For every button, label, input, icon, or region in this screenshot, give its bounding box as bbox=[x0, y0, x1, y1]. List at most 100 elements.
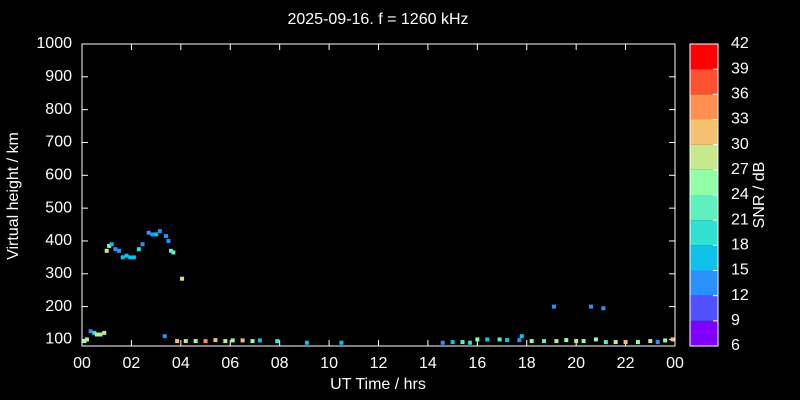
y-axis-label: Virtual height / km bbox=[5, 132, 22, 260]
data-point bbox=[593, 337, 598, 342]
x-tick-label: 06 bbox=[221, 355, 239, 372]
colorbar-segment bbox=[690, 245, 718, 271]
colorbar-segment bbox=[690, 119, 718, 145]
y-tick-label: 800 bbox=[45, 101, 72, 118]
data-point bbox=[670, 337, 675, 342]
data-point bbox=[339, 340, 344, 345]
data-point bbox=[131, 255, 136, 260]
colorbar-segment bbox=[690, 144, 718, 170]
colorbar-segment bbox=[690, 220, 718, 246]
colorbar-segment bbox=[690, 270, 718, 296]
data-point bbox=[124, 253, 129, 258]
data-point bbox=[164, 234, 169, 239]
y-tick-label: 700 bbox=[45, 134, 72, 151]
data-point bbox=[146, 230, 151, 235]
data-point bbox=[648, 339, 653, 344]
data-point bbox=[113, 247, 118, 252]
y-tick-label: 100 bbox=[45, 331, 72, 348]
data-point bbox=[120, 255, 125, 260]
data-point bbox=[140, 242, 145, 247]
x-tick-label: 20 bbox=[567, 355, 585, 372]
data-point bbox=[517, 338, 522, 343]
data-point bbox=[564, 338, 569, 343]
y-tick-label: 900 bbox=[45, 68, 72, 85]
x-tick-label: 02 bbox=[123, 355, 141, 372]
colorbar-segment bbox=[690, 320, 718, 346]
data-point bbox=[107, 243, 112, 248]
data-point bbox=[104, 248, 109, 253]
data-point bbox=[485, 337, 490, 342]
x-tick-label: 12 bbox=[370, 355, 388, 372]
y-tick-label: 400 bbox=[45, 232, 72, 249]
x-tick-label: 18 bbox=[518, 355, 536, 372]
y-tick-label: 1000 bbox=[36, 35, 72, 52]
data-point bbox=[166, 238, 171, 243]
colorbar-tick-label: 15 bbox=[731, 262, 749, 279]
y-tick-label: 600 bbox=[45, 167, 72, 184]
data-point bbox=[175, 339, 180, 344]
data-point bbox=[203, 339, 208, 344]
colorbar-tick-label: 18 bbox=[731, 237, 749, 254]
data-point bbox=[92, 330, 97, 335]
data-point bbox=[529, 339, 534, 344]
data-point bbox=[250, 339, 255, 344]
data-point bbox=[98, 332, 103, 337]
data-point bbox=[467, 340, 472, 345]
x-tick-label: 08 bbox=[271, 355, 289, 372]
y-tick-label: 200 bbox=[45, 298, 72, 315]
data-point bbox=[542, 339, 547, 344]
data-point bbox=[574, 339, 579, 344]
data-point bbox=[613, 340, 618, 345]
data-point bbox=[304, 340, 309, 345]
colorbar-tick-label: 39 bbox=[731, 60, 749, 77]
data-point bbox=[162, 334, 167, 339]
data-point bbox=[275, 339, 280, 344]
data-point bbox=[603, 340, 608, 345]
data-point bbox=[450, 340, 455, 345]
colorbar-label: SNR / dB bbox=[751, 162, 768, 229]
colorbar-segment bbox=[690, 195, 718, 221]
colorbar-tick-label: 6 bbox=[731, 337, 740, 354]
colorbar-tick-label: 9 bbox=[731, 312, 740, 329]
colorbar-tick-label: 24 bbox=[731, 186, 749, 203]
data-point bbox=[193, 339, 198, 344]
y-tick-label: 300 bbox=[45, 265, 72, 282]
colorbar-segment bbox=[690, 94, 718, 120]
data-point bbox=[157, 229, 162, 234]
colorbar-segment bbox=[690, 169, 718, 195]
data-point bbox=[601, 306, 606, 311]
data-point bbox=[655, 340, 660, 345]
data-point bbox=[168, 248, 173, 253]
data-point bbox=[88, 329, 93, 334]
colorbar-tick-label: 42 bbox=[731, 35, 749, 52]
x-tick-label: 00 bbox=[73, 355, 91, 372]
data-point bbox=[82, 339, 87, 344]
colorbar-tick-label: 36 bbox=[731, 86, 749, 103]
data-point bbox=[551, 304, 556, 309]
colorbar-tick-label: 12 bbox=[731, 287, 749, 304]
data-point bbox=[257, 338, 262, 343]
colorbar-tick-label: 30 bbox=[731, 136, 749, 153]
colorbar-segment bbox=[690, 69, 718, 95]
data-point bbox=[84, 337, 89, 342]
data-point bbox=[663, 338, 668, 343]
data-point bbox=[519, 334, 524, 339]
data-point bbox=[554, 339, 559, 344]
chart-title: 2025-09-16. f = 1260 kHz bbox=[287, 11, 468, 28]
colorbar-tick-label: 27 bbox=[731, 161, 749, 178]
plot-frame bbox=[81, 43, 676, 347]
data-point bbox=[136, 247, 141, 252]
data-point bbox=[497, 337, 502, 342]
data-point bbox=[635, 340, 640, 345]
data-point bbox=[240, 338, 245, 343]
data-point bbox=[117, 248, 122, 253]
data-point bbox=[183, 339, 188, 344]
x-tick-label: 22 bbox=[617, 355, 635, 372]
data-point bbox=[440, 340, 445, 345]
data-point bbox=[102, 330, 107, 335]
data-point bbox=[588, 304, 593, 309]
data-point bbox=[109, 242, 114, 247]
data-point bbox=[180, 276, 185, 281]
data-point bbox=[94, 332, 99, 337]
